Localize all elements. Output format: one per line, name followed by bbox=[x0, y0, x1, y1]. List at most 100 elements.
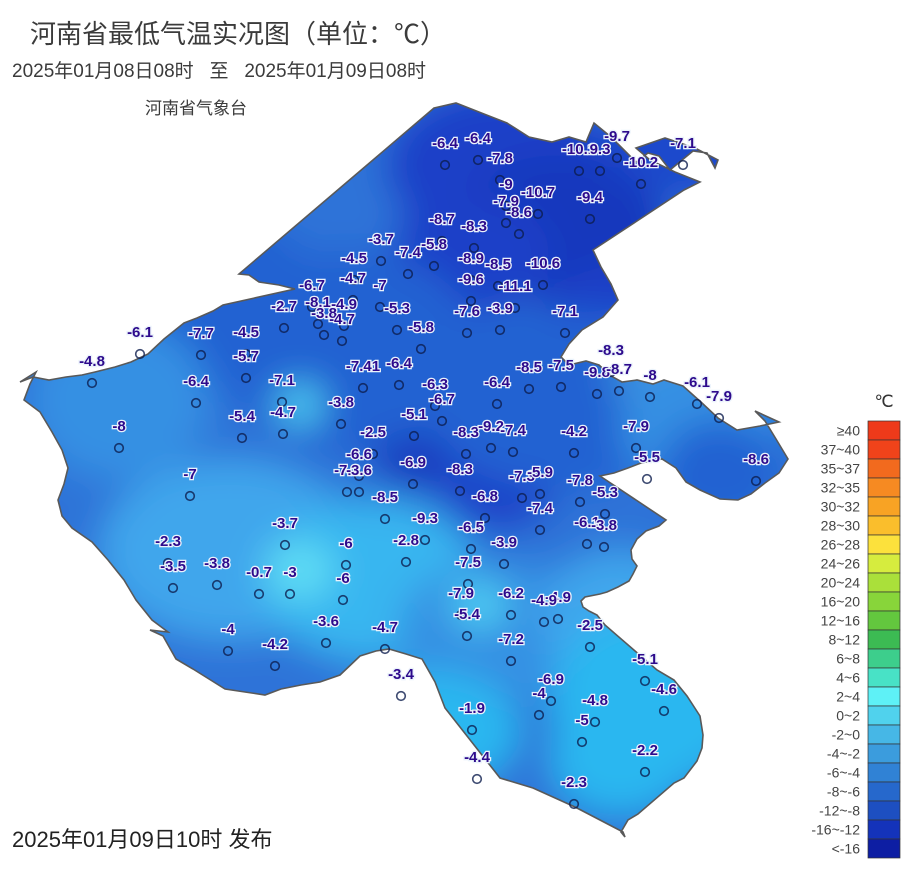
svg-text:-10.6: -10.6 bbox=[526, 255, 560, 272]
svg-text:-7.9: -7.9 bbox=[448, 585, 474, 602]
svg-text:-3.6: -3.6 bbox=[346, 462, 372, 479]
svg-text:6~8: 6~8 bbox=[836, 651, 860, 667]
svg-text:-4.7: -4.7 bbox=[270, 404, 296, 421]
svg-text:-7.2: -7.2 bbox=[498, 631, 524, 648]
svg-text:-4.5: -4.5 bbox=[341, 250, 367, 267]
svg-text:-2.3: -2.3 bbox=[155, 533, 181, 550]
svg-text:-4.8: -4.8 bbox=[582, 692, 608, 709]
svg-text:-8.3: -8.3 bbox=[453, 424, 479, 441]
svg-text:<-16: <-16 bbox=[832, 841, 861, 857]
svg-text:-9.3: -9.3 bbox=[412, 510, 438, 527]
svg-text:26~28: 26~28 bbox=[821, 537, 861, 553]
svg-text:-6.1: -6.1 bbox=[127, 324, 153, 341]
svg-text:-7.1: -7.1 bbox=[670, 135, 696, 152]
svg-text:-8: -8 bbox=[643, 367, 656, 384]
svg-text:28~30: 28~30 bbox=[821, 518, 861, 534]
svg-text:-8.5: -8.5 bbox=[485, 256, 511, 273]
svg-text:-6.2: -6.2 bbox=[498, 585, 524, 602]
svg-text:-6.9: -6.9 bbox=[400, 454, 426, 471]
svg-text:-16~-12: -16~-12 bbox=[811, 822, 860, 838]
svg-text:-7.9: -7.9 bbox=[623, 418, 649, 435]
svg-text:-2.2: -2.2 bbox=[632, 742, 658, 759]
svg-text:-5.4: -5.4 bbox=[229, 408, 256, 425]
svg-text:-4.9: -4.9 bbox=[531, 592, 557, 609]
svg-text:-7.7: -7.7 bbox=[188, 325, 214, 342]
svg-text:-7.4: -7.4 bbox=[500, 422, 527, 439]
svg-text:2~4: 2~4 bbox=[836, 689, 860, 705]
svg-text:20~24: 20~24 bbox=[821, 575, 861, 591]
svg-text:-4.8: -4.8 bbox=[79, 353, 105, 370]
svg-text:-6.7: -6.7 bbox=[429, 391, 455, 408]
svg-text:-5.4: -5.4 bbox=[454, 606, 481, 623]
svg-text:-2.7: -2.7 bbox=[271, 298, 297, 315]
svg-text:-4.7: -4.7 bbox=[372, 619, 398, 636]
svg-text:-8.6: -8.6 bbox=[506, 204, 532, 221]
svg-text:-7.41: -7.41 bbox=[346, 358, 380, 375]
svg-text:-8.7: -8.7 bbox=[429, 211, 455, 228]
svg-text:-8~-6: -8~-6 bbox=[827, 784, 860, 800]
svg-text:-7.8: -7.8 bbox=[567, 472, 593, 489]
svg-text:-5.5: -5.5 bbox=[634, 449, 660, 466]
svg-text:-8: -8 bbox=[112, 418, 125, 435]
svg-text:32~35: 32~35 bbox=[821, 480, 861, 496]
svg-text:-7.5: -7.5 bbox=[548, 357, 574, 374]
svg-text:-2~0: -2~0 bbox=[832, 727, 861, 743]
svg-text:-5.7: -5.7 bbox=[233, 348, 259, 365]
svg-text:-2.5: -2.5 bbox=[577, 617, 603, 634]
svg-text:-8.7: -8.7 bbox=[606, 361, 632, 378]
svg-text:-4.6: -4.6 bbox=[651, 681, 677, 698]
svg-text:-7.1: -7.1 bbox=[552, 303, 578, 320]
svg-text:-2.3: -2.3 bbox=[561, 774, 587, 791]
svg-text:-7.8: -7.8 bbox=[487, 150, 513, 167]
svg-text:-4.4: -4.4 bbox=[464, 749, 491, 766]
svg-text:-3.8: -3.8 bbox=[591, 517, 617, 534]
svg-text:-7.5: -7.5 bbox=[455, 554, 481, 571]
svg-text:-1.9: -1.9 bbox=[459, 700, 485, 717]
svg-text:-6.7: -6.7 bbox=[299, 277, 325, 294]
svg-text:-5.1: -5.1 bbox=[401, 406, 427, 423]
svg-text:-9: -9 bbox=[499, 176, 512, 193]
svg-text:-6.4: -6.4 bbox=[386, 355, 413, 372]
svg-text:-9.6: -9.6 bbox=[458, 271, 484, 288]
svg-text:8~12: 8~12 bbox=[828, 632, 860, 648]
svg-text:24~26: 24~26 bbox=[821, 556, 861, 572]
svg-text:-6.4: -6.4 bbox=[432, 135, 459, 152]
svg-text:-4.2: -4.2 bbox=[561, 423, 587, 440]
svg-text:-6.5: -6.5 bbox=[458, 519, 484, 536]
svg-text:-3.7: -3.7 bbox=[368, 231, 394, 248]
svg-text:-3.6: -3.6 bbox=[313, 613, 339, 630]
svg-text:-7: -7 bbox=[183, 466, 196, 483]
svg-text:-4.5: -4.5 bbox=[233, 324, 259, 341]
svg-text:-3.5: -3.5 bbox=[160, 558, 186, 575]
svg-text:-6.4: -6.4 bbox=[484, 374, 511, 391]
svg-text:-5.1: -5.1 bbox=[632, 651, 658, 668]
svg-text:-0.7: -0.7 bbox=[246, 564, 272, 581]
svg-text:30~32: 30~32 bbox=[821, 499, 861, 515]
svg-text:-10.7: -10.7 bbox=[521, 184, 555, 201]
svg-text:-4~-2: -4~-2 bbox=[827, 746, 860, 762]
svg-text:-9.4: -9.4 bbox=[577, 189, 604, 206]
svg-text:-3.8: -3.8 bbox=[328, 394, 354, 411]
svg-text:-5.3: -5.3 bbox=[592, 484, 618, 501]
svg-text:-4.7: -4.7 bbox=[329, 311, 355, 328]
svg-text:≥40: ≥40 bbox=[837, 423, 860, 439]
svg-text:-3.4: -3.4 bbox=[388, 666, 415, 683]
svg-text:-8.5: -8.5 bbox=[516, 359, 542, 376]
svg-text:9.3: 9.3 bbox=[590, 141, 611, 158]
svg-text:37~40: 37~40 bbox=[821, 442, 861, 458]
svg-text:-4.7: -4.7 bbox=[340, 270, 366, 287]
svg-text:-6.6: -6.6 bbox=[346, 446, 372, 463]
svg-text:-2.8: -2.8 bbox=[393, 532, 419, 549]
svg-text:-7.9: -7.9 bbox=[706, 388, 732, 405]
svg-text:-3.7: -3.7 bbox=[272, 515, 298, 532]
svg-text:-6: -6 bbox=[336, 570, 349, 587]
svg-text:-3.8: -3.8 bbox=[204, 555, 230, 572]
svg-text:-3: -3 bbox=[283, 564, 296, 581]
svg-text:-2.5: -2.5 bbox=[360, 424, 386, 441]
svg-text:0~2: 0~2 bbox=[836, 708, 860, 724]
svg-text:-4.2: -4.2 bbox=[262, 636, 288, 653]
svg-text:35~37: 35~37 bbox=[821, 461, 861, 477]
svg-text:-7.4: -7.4 bbox=[527, 500, 554, 517]
svg-text:-5.3: -5.3 bbox=[384, 300, 410, 317]
svg-text:12~16: 12~16 bbox=[821, 613, 861, 629]
